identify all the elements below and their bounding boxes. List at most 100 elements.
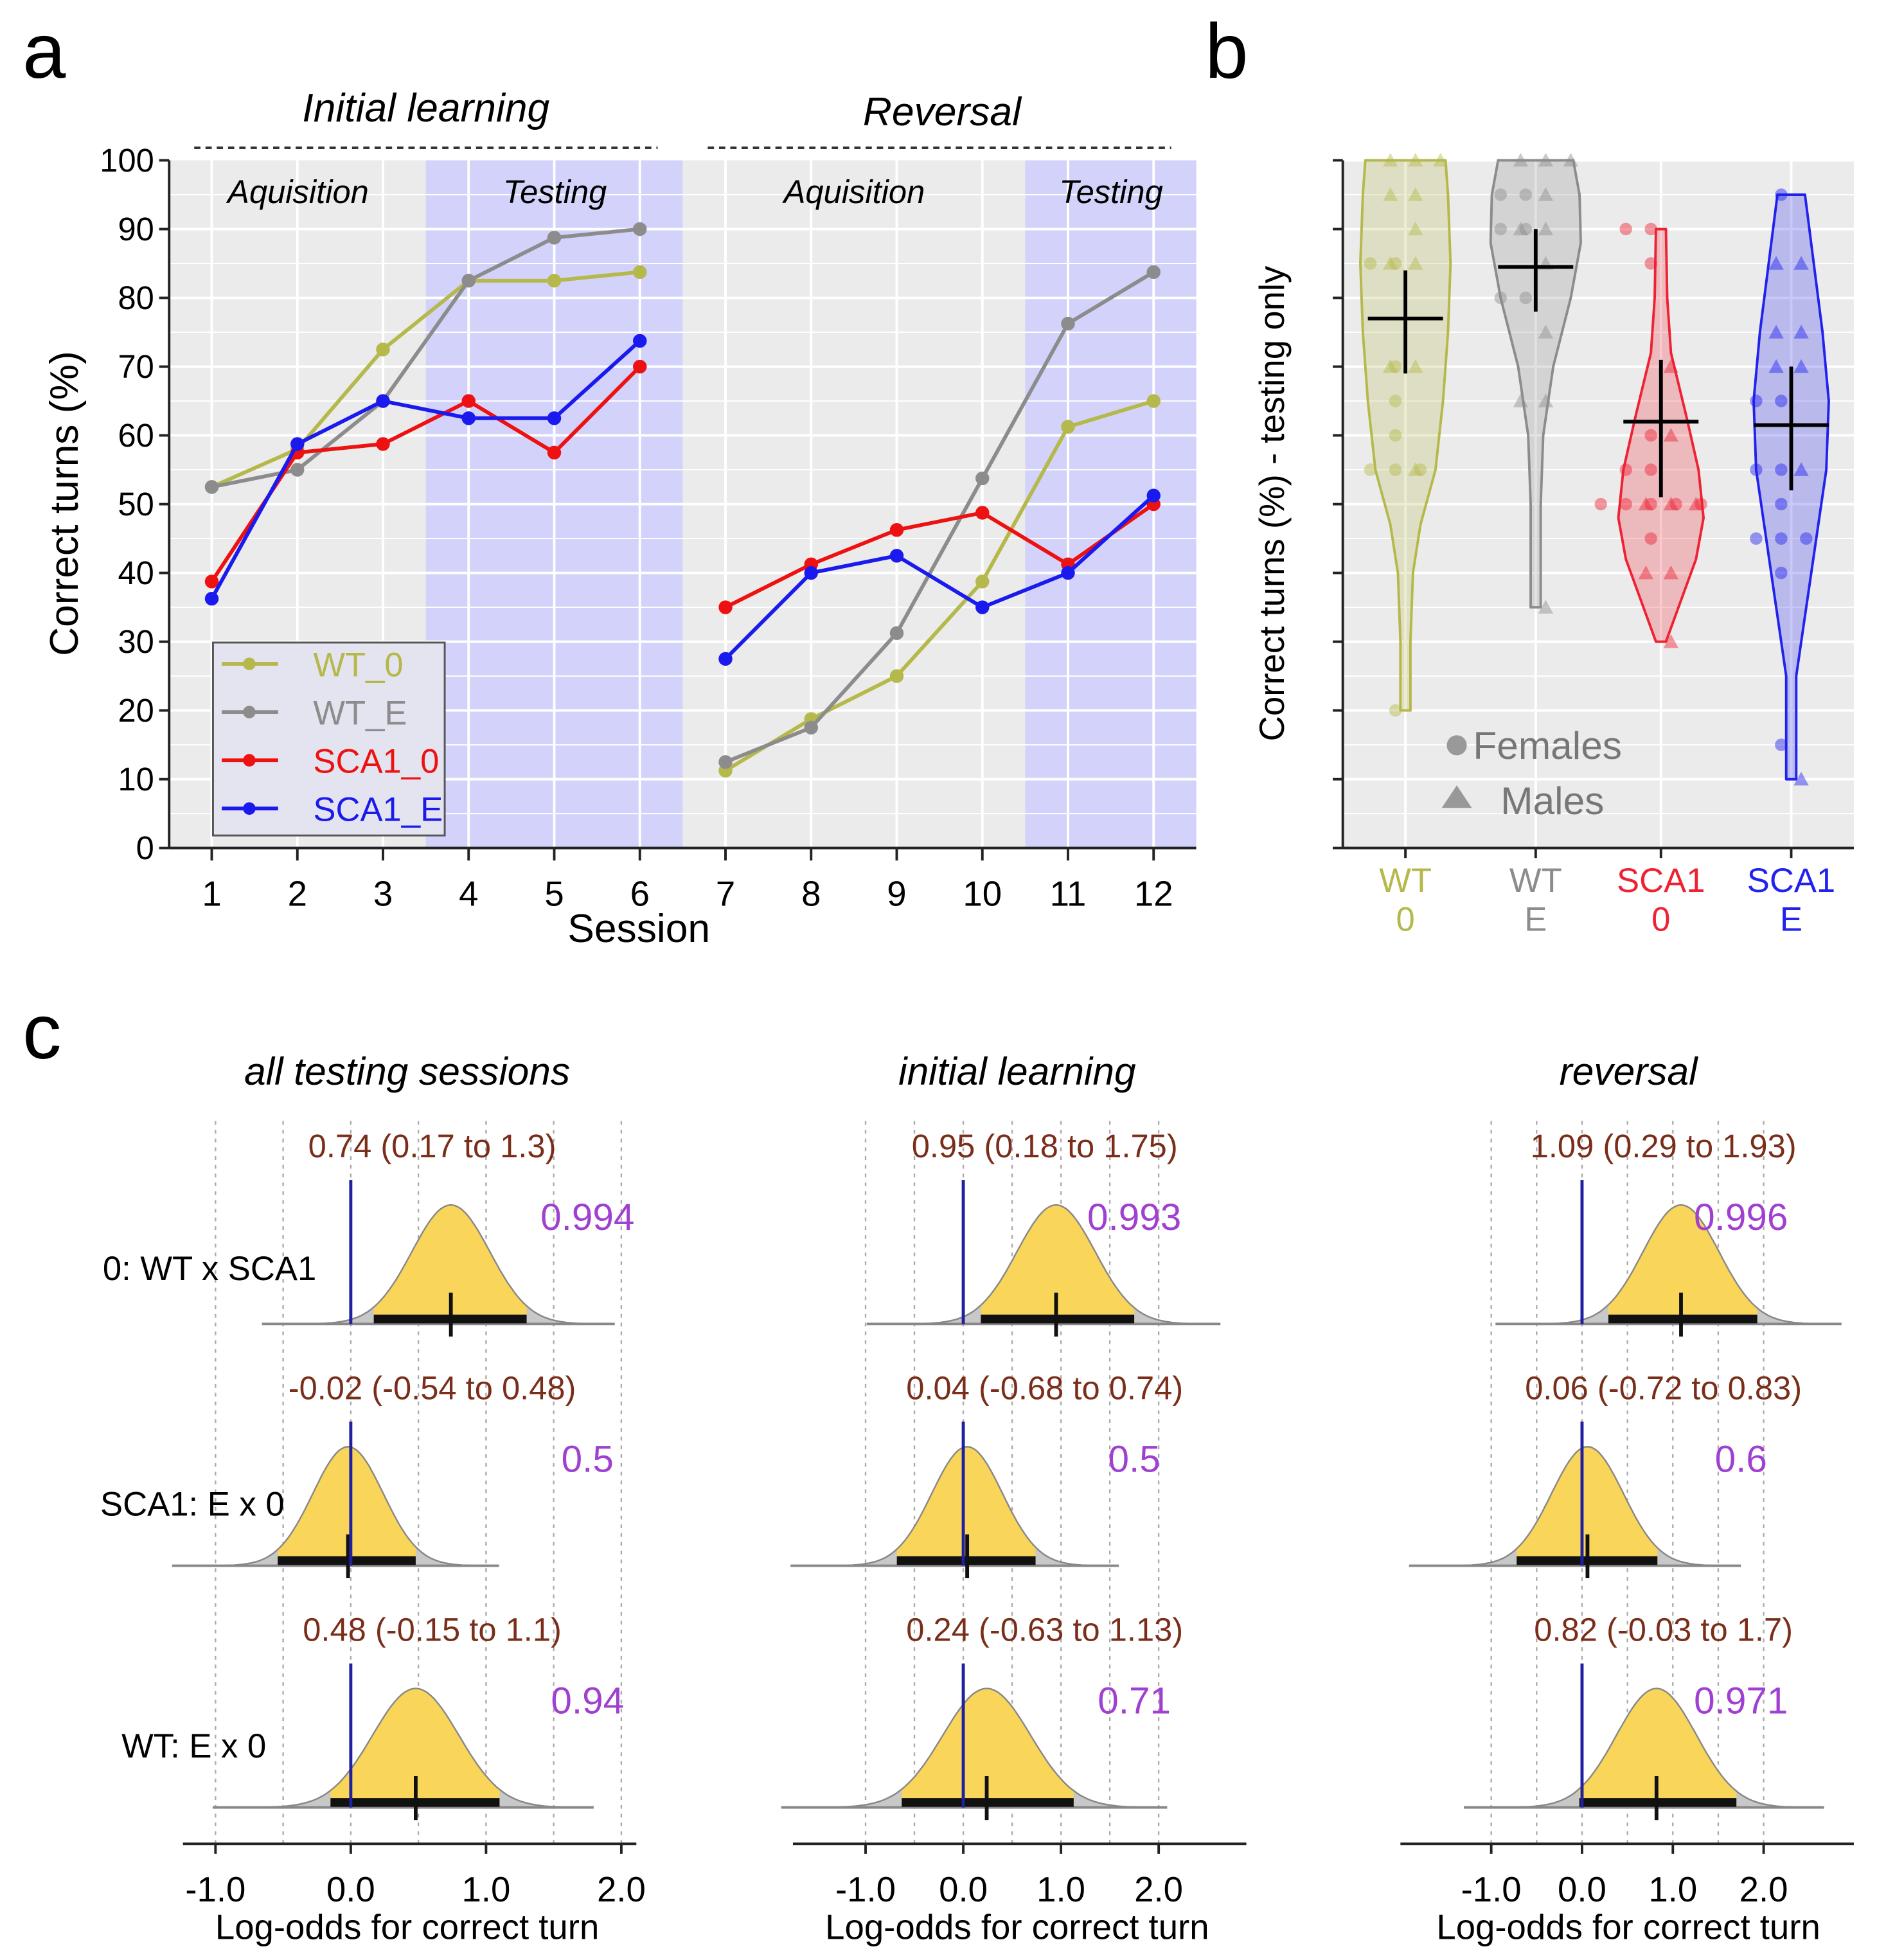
y-tick-label: 40 [118, 555, 154, 591]
probability-label: 0.994 [540, 1197, 634, 1238]
density-outline [837, 1687, 1137, 1808]
data-point [889, 626, 904, 640]
x-axis-label: Log-odds for correct turn [1436, 1907, 1820, 1946]
male-point [1513, 221, 1529, 236]
female-point [1389, 429, 1402, 442]
data-point [1146, 394, 1161, 408]
density-outline [317, 1204, 585, 1325]
density-row-2: 0.24 (-0.63 to 1.13) 0.71 [781, 1611, 1183, 1820]
male-point [1538, 325, 1554, 339]
estimate-label: 0.82 (-0.03 to 1.7) [1534, 1611, 1793, 1648]
density-outline [268, 1687, 564, 1808]
male-point [1793, 256, 1809, 270]
data-point [718, 652, 733, 666]
male-point [1538, 187, 1554, 201]
male-point [1383, 187, 1398, 201]
x-tick-label: SCA1 [1747, 862, 1835, 900]
x-axis-label: Session [567, 907, 710, 951]
phase-header: Initial learning [302, 86, 549, 130]
female-point [1519, 222, 1532, 236]
male-point [1768, 256, 1784, 270]
estimate-label: 0.48 (-0.15 to 1.1) [303, 1611, 562, 1648]
female-point [1775, 188, 1788, 201]
x-tick-label: E [1524, 900, 1547, 938]
series-line [211, 270, 641, 489]
density-interval-fill [981, 1205, 1135, 1324]
y-axis-label: Correct turns (%) [42, 351, 87, 656]
x-tick-label: 0.0 [1558, 1870, 1606, 1909]
male-point [1408, 152, 1423, 167]
female-point [1494, 188, 1508, 201]
female-point [1494, 291, 1508, 305]
data-point [1061, 565, 1075, 580]
x-tick-label: 2.0 [1134, 1870, 1183, 1909]
female-point [1800, 532, 1813, 545]
male-point [1538, 600, 1554, 614]
data-point [547, 274, 562, 288]
data-point [633, 334, 647, 348]
data-point [718, 755, 733, 769]
x-tick-label: -1.0 [1461, 1870, 1522, 1909]
female-point [1619, 497, 1632, 511]
males-legend-icon [1441, 785, 1472, 808]
density-outline [922, 1204, 1190, 1325]
series-line [724, 270, 1155, 764]
row-label: SCA1: E x 0 [100, 1486, 285, 1524]
female-point [1364, 463, 1377, 476]
female-point [1644, 497, 1657, 511]
female-point [1750, 395, 1763, 407]
probability-label: 0.5 [562, 1438, 614, 1480]
density-row-0: 0.74 (0.17 to 1.3) 0.994 0: WT x SCA1 [103, 1128, 634, 1337]
x-tick-label: 8 [801, 874, 821, 913]
data-point [1061, 316, 1075, 331]
male-point [1663, 634, 1679, 648]
female-point [1619, 222, 1632, 236]
female-point [1494, 222, 1508, 236]
data-point [889, 549, 904, 563]
y-tick-label: 30 [118, 623, 154, 660]
probability-label: 0.6 [1715, 1438, 1767, 1480]
male-point [1663, 496, 1679, 511]
female-point [1775, 463, 1788, 476]
estimate-label: 0.74 (0.17 to 1.3) [308, 1128, 556, 1164]
x-tick-label: 1.0 [1037, 1870, 1085, 1909]
data-point [461, 394, 476, 408]
data-point [290, 463, 305, 477]
male-point [1663, 359, 1679, 373]
panel-letter-a: a [22, 8, 66, 94]
series-line [724, 503, 1155, 609]
data-point [975, 574, 990, 589]
male-point [1383, 152, 1398, 167]
male-point [1563, 152, 1579, 167]
legend-label: WT_E [313, 695, 407, 733]
estimate-label: -0.02 (-0.54 to 0.48) [289, 1369, 576, 1406]
probability-label: 0.996 [1694, 1197, 1788, 1238]
stage-label: Aquisition [782, 174, 925, 210]
legend-label: SCA1_0 [313, 743, 439, 781]
legend-swatch-point [243, 754, 256, 767]
probability-label: 0.94 [551, 1680, 624, 1722]
female-point [1750, 463, 1763, 476]
legend-swatch-point [243, 657, 256, 670]
x-tick-label: -1.0 [835, 1870, 896, 1909]
probability-label: 0.71 [1098, 1680, 1171, 1722]
series-line [724, 399, 1155, 772]
male-point [1638, 496, 1654, 511]
phase-header: Reversal [863, 90, 1022, 134]
male-point [1793, 359, 1809, 373]
probability-label: 0.5 [1108, 1438, 1160, 1480]
female-point [1644, 257, 1657, 270]
density-column-0: all testing sessions -1.0 0.0 1.0 2.0Log-odd… [100, 1049, 646, 1946]
legend-label: WT_0 [313, 646, 403, 684]
x-tick-label: 5 [544, 874, 564, 913]
x-tick-label: 1 [202, 874, 221, 913]
male-point [1663, 565, 1679, 580]
density-outline [1551, 1204, 1811, 1325]
male-point [1383, 359, 1398, 373]
legend-swatch-point [243, 802, 256, 815]
density-outline [846, 1446, 1089, 1567]
y-tick-label: 70 [118, 348, 154, 385]
data-point [204, 574, 219, 589]
male-point [1768, 359, 1784, 373]
